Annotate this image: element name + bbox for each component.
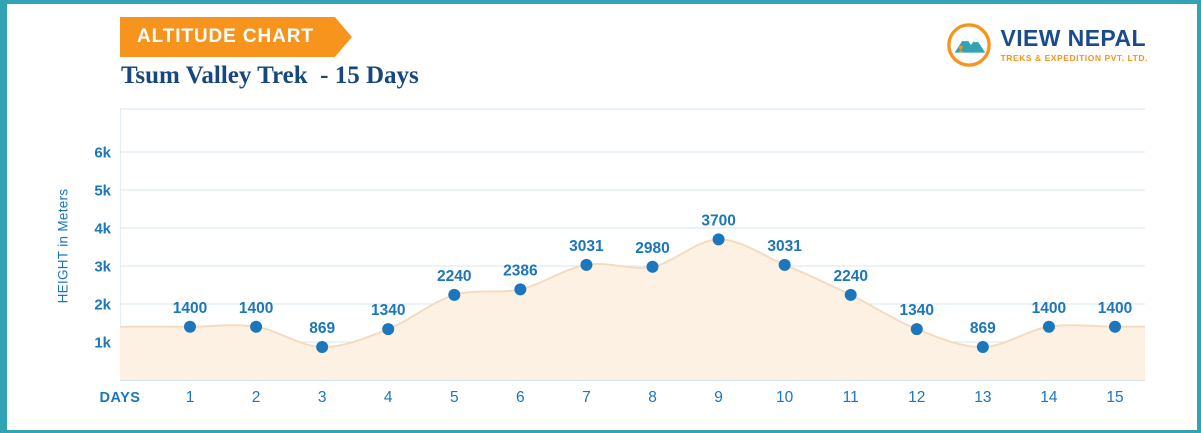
data-point-value: 2980 [635,240,669,257]
data-point-day-10 [778,258,791,271]
x-tick-label: 5 [450,389,459,406]
altitude-area-fill [120,239,1145,380]
data-point-day-13 [976,340,989,353]
y-tick-label: 4k [94,221,111,238]
x-axis-title: DAYS [100,390,141,406]
data-point-day-7 [580,258,593,271]
data-point-day-1 [184,320,196,333]
x-tick-label: 2 [252,389,261,406]
x-tick-label: 14 [1040,389,1058,406]
mountain-logo-icon [946,23,991,67]
x-tick-label: 12 [908,389,925,406]
y-tick-label: 3k [94,259,111,276]
y-tick-label: 6k [94,145,111,162]
data-point-value: 1400 [239,300,273,317]
data-point-value: 2240 [437,268,471,285]
data-point-day-8 [646,260,659,273]
x-tick-label: 13 [974,389,991,406]
altitude-chart-banner: ALTITUDE CHART [120,17,352,57]
x-tick-label: 15 [1106,389,1123,406]
logo-tagline: TREKS & EXPEDITION PVT. LTD. [1000,53,1148,63]
data-point-value: 2386 [503,262,538,279]
data-point-value: 1400 [173,300,207,317]
y-axis-label: HEIGHT in Meters [55,188,71,304]
x-tick-label: 1 [186,389,195,406]
x-tick-label: 3 [318,389,327,406]
y-tick-label: 1k [94,335,111,352]
data-point-day-15 [1109,320,1121,333]
company-logo: VIEW NEPAL TREKS & EXPEDITION PVT. LTD. [946,22,1148,68]
data-point-day-5 [448,288,461,301]
right-accent-border [1197,0,1201,433]
data-point-value: 869 [970,320,996,337]
data-point-value: 1400 [1032,300,1066,317]
data-point-value: 2240 [833,268,867,285]
x-tick-label: 8 [648,389,657,406]
data-point-day-4 [382,323,395,336]
chart-title: Tsum Valley Trek - 15 Days [121,62,419,89]
data-point-day-12 [910,323,923,336]
data-point-day-2 [250,320,263,333]
data-point-value: 1340 [371,302,405,319]
data-point-value: 3700 [701,212,735,229]
bottom-accent-border [0,430,1201,433]
data-point-value: 1340 [900,302,934,319]
banner-label: ALTITUDE CHART [137,26,314,47]
data-point-day-9 [712,233,725,246]
x-tick-label: 7 [582,389,591,406]
x-tick-label: 10 [776,389,794,406]
logo-name: VIEW NEPAL [1000,25,1146,51]
top-accent-border [0,0,1201,4]
data-point-day-14 [1042,320,1055,333]
x-tick-label: 11 [843,389,859,406]
logo-text: VIEW NEPAL TREKS & EXPEDITION PVT. LTD. [1000,25,1148,64]
data-point-value: 3031 [569,238,604,255]
x-tick-label: 6 [516,389,525,406]
data-point-day-11 [844,288,857,301]
data-point-value: 869 [309,320,335,337]
data-point-value: 1400 [1098,300,1132,317]
data-point-day-3 [316,340,329,353]
y-tick-label: 5k [94,183,111,200]
x-tick-label: 9 [714,389,723,406]
x-tick-label: 4 [384,389,393,406]
data-point-value: 3031 [767,238,802,255]
y-tick-label: 2k [94,297,111,314]
data-point-day-6 [514,283,527,296]
left-accent-bar [0,0,7,433]
